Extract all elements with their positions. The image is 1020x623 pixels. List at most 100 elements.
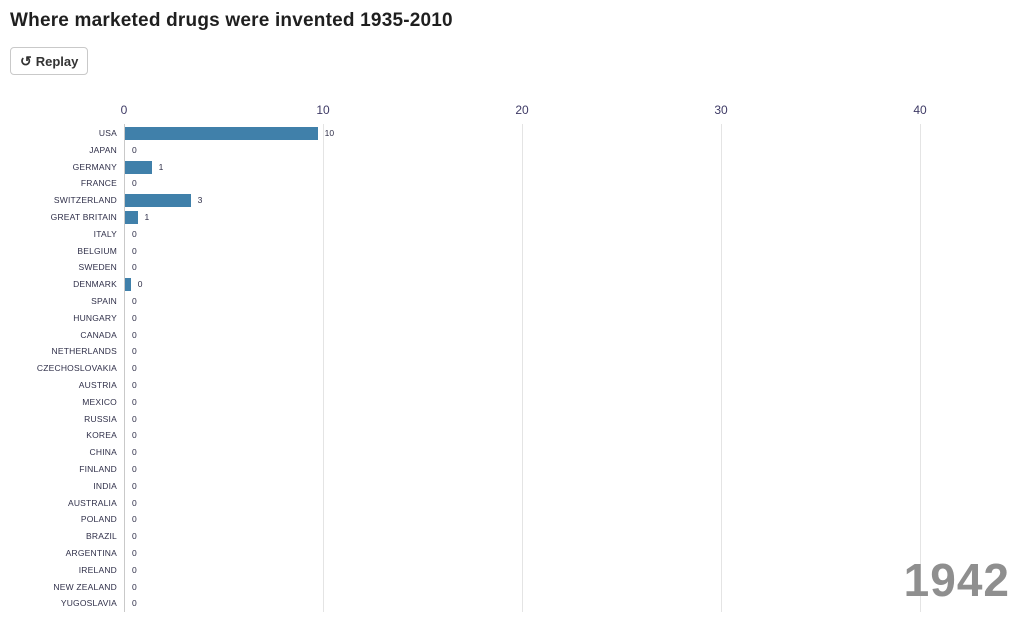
country-label: GREAT BRITAIN	[50, 212, 117, 222]
value-label: 0	[132, 346, 137, 357]
value-label: 1	[158, 161, 164, 172]
country-label: USA	[98, 128, 117, 138]
bar-row: KOREA 0	[0, 427, 1020, 444]
value-label: 0	[132, 296, 137, 306]
bar-row: CHINA 0	[0, 444, 1020, 461]
value-label: 0	[132, 144, 137, 155]
bar-row: GERMANY 1	[0, 159, 1020, 176]
country-label: FRANCE	[80, 178, 117, 189]
country-label: KOREA	[86, 430, 117, 441]
value-label: 0	[132, 380, 137, 390]
bar-row: CZECHOSLOVAKIA 0	[0, 360, 1020, 377]
country-label: DENMARK	[73, 279, 117, 290]
country-label: NEW ZEALAND	[53, 581, 117, 592]
bar-row: BRAZIL 0	[0, 528, 1020, 545]
country-label: FINLAND	[79, 464, 117, 474]
bar-row: NETHERLANDS 0	[0, 343, 1020, 360]
value-label: 1	[144, 212, 150, 222]
country-label: BELGIUM	[77, 245, 117, 256]
country-label: CZECHOSLOVAKIA	[36, 363, 117, 374]
value-label: 0	[132, 245, 137, 256]
country-label: SWITZERLAND	[53, 195, 117, 206]
bar[interactable]	[125, 160, 152, 174]
x-tick-label: 10	[316, 103, 330, 117]
country-label: SPAIN	[91, 296, 117, 306]
bar-row: JAPAN 0	[0, 142, 1020, 159]
x-tick-label: 20	[515, 103, 529, 117]
country-label: ITALY	[93, 228, 117, 239]
bar-row: SWITZERLAND 3	[0, 192, 1020, 209]
value-label: 0	[132, 531, 137, 542]
bar[interactable]	[125, 211, 138, 224]
bar-row: NEW ZEALAND 0	[0, 579, 1020, 596]
replay-label: Replay	[35, 53, 79, 69]
country-label: ARGENTINA	[65, 548, 117, 558]
bar-row: SWEDEN 0	[0, 259, 1020, 276]
gridline	[522, 124, 523, 612]
bar-row: IRELAND 0	[0, 562, 1020, 579]
bar-row: YUGOSLAVIA 0	[0, 595, 1020, 612]
year-display: 1942	[903, 554, 1010, 606]
bar-row: SPAIN 0	[0, 293, 1020, 310]
bar-row: AUSTRALIA 0	[0, 495, 1020, 512]
bar[interactable]	[125, 278, 131, 292]
value-label: 10	[324, 128, 335, 138]
value-label: 0	[132, 464, 137, 474]
x-tick-label: 0	[120, 103, 128, 117]
page-title: Where marketed drugs were invented 1935-…	[10, 10, 453, 31]
value-label: 0	[132, 396, 137, 407]
value-label: 0	[132, 178, 137, 189]
gridline	[920, 124, 921, 612]
value-label: 0	[132, 480, 137, 491]
bar-row: GREAT BRITAIN 1	[0, 209, 1020, 226]
value-label: 0	[132, 228, 137, 239]
country-label: YUGOSLAVIA	[60, 598, 117, 609]
value-label: 0	[132, 363, 137, 374]
value-label: 0	[132, 312, 137, 323]
bar-row: POLAND 0	[0, 511, 1020, 528]
country-label: INDIA	[93, 480, 117, 491]
country-label: POLAND	[80, 514, 117, 525]
value-label: 0	[132, 497, 137, 508]
value-label: 0	[132, 514, 137, 525]
bar-row: INDIA 0	[0, 478, 1020, 495]
country-label: HUNGARY	[73, 312, 117, 323]
value-label: 0	[132, 430, 137, 441]
bar[interactable]	[125, 127, 318, 140]
value-label: 0	[132, 598, 137, 609]
bar-row: HUNGARY 0	[0, 310, 1020, 327]
country-label: BRAZIL	[86, 531, 117, 542]
bar-row: DENMARK 0	[0, 276, 1020, 293]
bar-row: FRANCE 0	[0, 175, 1020, 192]
country-label: CHINA	[89, 447, 117, 458]
value-label: 0	[132, 262, 137, 273]
bar-row: BELGIUM 0	[0, 243, 1020, 260]
replay-icon: ↺	[20, 53, 32, 69]
x-tick-label: 30	[714, 103, 728, 117]
value-label: 0	[132, 413, 137, 424]
gridline	[721, 124, 722, 612]
country-label: JAPAN	[89, 144, 117, 155]
value-label: 0	[132, 329, 137, 340]
bar[interactable]	[125, 194, 191, 208]
country-label: AUSTRIA	[78, 380, 117, 390]
value-label: 3	[197, 195, 203, 206]
country-label: MEXICO	[82, 396, 117, 407]
x-tick-label: 40	[913, 103, 927, 117]
bar-row: ITALY 0	[0, 226, 1020, 243]
bar-row: AUSTRIA 0	[0, 377, 1020, 394]
country-label: GERMANY	[72, 161, 117, 172]
value-label: 0	[132, 581, 137, 592]
value-label: 0	[132, 564, 137, 575]
country-label: IRELAND	[78, 564, 117, 575]
country-label: RUSSIA	[84, 413, 117, 424]
value-label: 0	[132, 447, 137, 458]
bar-row: USA 10	[0, 125, 1020, 142]
country-label: CANADA	[80, 329, 117, 340]
replay-button[interactable]: ↺ Replay	[10, 47, 89, 75]
country-label: AUSTRALIA	[67, 497, 117, 508]
bar-row: FINLAND 0	[0, 461, 1020, 478]
bar-row: CANADA 0	[0, 327, 1020, 344]
value-label: 0	[132, 548, 137, 558]
